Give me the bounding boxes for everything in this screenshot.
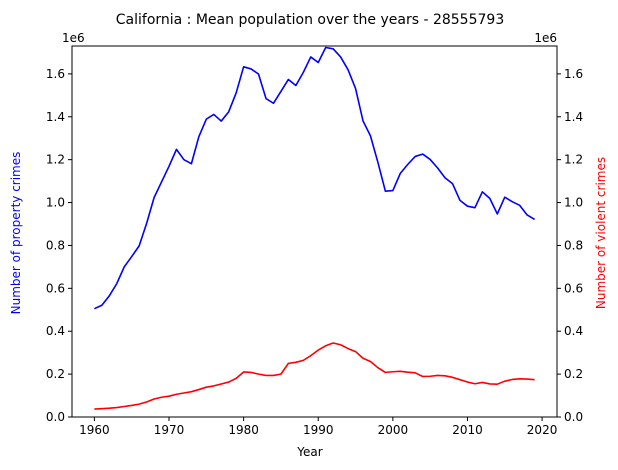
x-tick-label: 1990	[303, 423, 334, 437]
right-y-tick-label: 1.2	[564, 153, 583, 167]
series-layer	[94, 46, 536, 410]
x-tick-label: 1980	[228, 423, 259, 437]
right-y-tick-label: 0.2	[564, 367, 583, 381]
left-offset-label: 1e6	[62, 31, 85, 45]
left-y-tick-label: 1.0	[46, 196, 65, 210]
left-y-tick-label: 0.0	[46, 410, 65, 424]
violent-crimes-line	[94, 342, 535, 410]
right-y-tick-label: 0.4	[564, 324, 583, 338]
right-y-tick-label: 1.0	[564, 196, 583, 210]
x-tick-label: 1960	[79, 423, 110, 437]
right-y-axis-ticks: 0.0 0.2 0.4 0.6 0.8 1.0 1.2 1.4 1.6	[557, 67, 583, 424]
left-y-tick-label: 0.4	[46, 324, 65, 338]
right-offset-label: 1e6	[534, 31, 557, 45]
left-y-tick-label: 0.2	[46, 367, 65, 381]
property-crimes-line	[94, 46, 536, 310]
x-tick-label: 2010	[452, 423, 483, 437]
x-tick-label: 2020	[527, 423, 558, 437]
x-axis-ticks: 1960 1970 1980 1990 2000 2010 2020	[79, 417, 557, 437]
x-tick-label: 1970	[154, 423, 185, 437]
left-y-tick-label: 1.6	[46, 67, 65, 81]
left-y-axis-label: Number of property crimes	[9, 152, 23, 315]
x-axis-label: Year	[296, 445, 322, 459]
plot-frame	[71, 45, 558, 418]
right-y-tick-label: 1.6	[564, 67, 583, 81]
right-y-tick-label: 1.4	[564, 110, 583, 124]
left-y-tick-label: 1.4	[46, 110, 65, 124]
left-y-axis-ticks: 0.0 0.2 0.4 0.6 0.8 1.0 1.2 1.4 1.6	[46, 67, 72, 424]
right-y-tick-label: 0.6	[564, 281, 583, 295]
right-y-tick-label: 0.8	[564, 238, 583, 252]
chart-title: California : Mean population over the ye…	[116, 12, 504, 28]
left-y-tick-label: 1.2	[46, 153, 65, 167]
left-y-tick-label: 0.8	[46, 238, 65, 252]
left-y-tick-label: 0.6	[46, 281, 65, 295]
x-tick-label: 2000	[378, 423, 409, 437]
right-y-tick-label: 0.0	[564, 410, 583, 424]
right-y-axis-label: Number of violent crimes	[594, 157, 608, 309]
